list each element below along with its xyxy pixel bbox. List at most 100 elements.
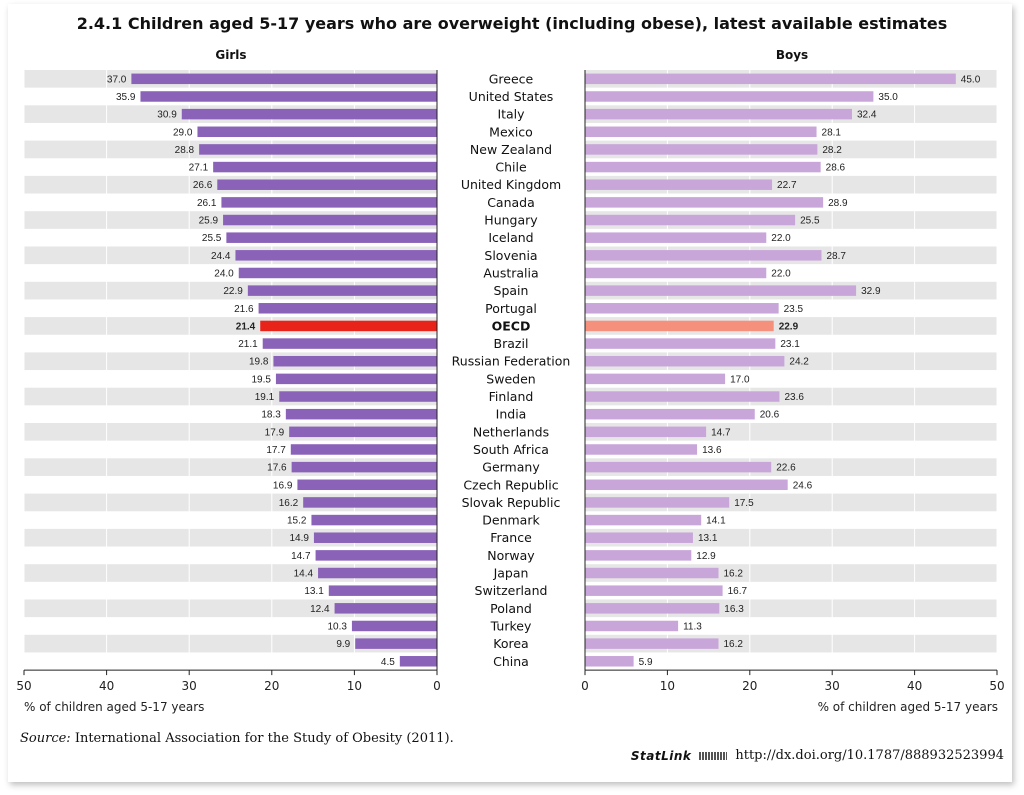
boys-bar [585,391,780,402]
girls-bar [181,108,437,120]
boys-bar [585,250,822,261]
boys-bar [585,373,726,385]
boys-data-label: 28.7 [826,251,846,262]
boys-tick-label: 20 [742,679,757,693]
girls-data-label: 9.9 [336,639,350,650]
boys-data-label: 25.5 [800,216,820,227]
boys-data-label: 23.5 [784,304,804,315]
boys-bar [585,108,852,120]
chart-title: 2.4.1 Children aged 5-17 years who are o… [76,14,948,33]
girls-data-label: 22.9 [223,286,243,297]
category-label: France [490,530,532,545]
category-label: OECD [492,318,531,333]
boys-bar [585,285,857,296]
girls-tick-label: 40 [99,679,114,693]
girls-bar [235,250,437,261]
boys-bar [585,532,693,543]
boys-bar [585,603,720,614]
statlink[interactable]: StatLink http://dx.doi.org/10.1787/88893… [631,748,1004,763]
boys-data-label: 16.2 [723,639,743,650]
boys-bar [585,267,767,279]
girls-data-label: 26.6 [193,180,213,191]
girls-data-label: 17.7 [266,445,286,456]
boys-bar [585,126,817,138]
boys-bar [585,567,719,579]
girls-bar [262,338,437,349]
girls-tick-label: 10 [347,679,362,693]
girls-data-label: 14.9 [289,533,309,544]
boys-data-label: 32.4 [857,110,877,121]
boys-bar [585,514,702,526]
girls-data-label: 26.1 [197,198,217,209]
category-label: Italy [497,107,525,122]
boys-data-label: 24.2 [789,357,809,368]
girls-bar [291,461,437,473]
category-label: Australia [483,265,538,280]
girls-bar [260,320,437,332]
statlink-url[interactable]: http://dx.doi.org/10.1787/888932523994 [735,748,1004,763]
girls-bar [315,550,437,561]
category-label: Netherlands [473,424,549,439]
boys-bar [585,355,785,367]
boys-bar [585,232,767,243]
category-label: Sweden [486,371,535,386]
boys-tick-label: 30 [825,679,840,693]
boys-data-label: 22.0 [771,233,791,244]
girls-tick-label: 0 [433,679,441,693]
girls-bar [297,479,437,491]
boys-data-label: 5.9 [639,657,653,668]
girls-tick-label: 20 [264,679,279,693]
boys-data-label: 16.2 [723,569,743,580]
boys-data-label: 28.2 [822,145,842,156]
boys-bar [585,214,796,226]
boys-data-label: 17.0 [730,374,750,385]
girls-data-label: 13.1 [304,586,324,597]
category-label: Russian Federation [452,354,571,369]
category-label: Spain [494,283,529,298]
category-label: Turkey [490,618,532,633]
girls-bar [197,126,437,138]
category-label: Finland [489,389,534,404]
boys-bar [585,638,719,649]
girls-x-axis-label: % of children aged 5-17 years [24,700,205,714]
boys-data-label: 16.7 [728,586,748,597]
category-label: Japan [493,566,529,581]
boys-data-label: 28.9 [828,198,848,209]
boys-bar [585,73,956,85]
girls-bar [318,567,437,579]
category-label: Iceland [488,230,533,245]
category-label: Germany [482,460,540,475]
girls-data-label: 17.9 [265,427,285,438]
girls-data-label: 37.0 [107,74,127,85]
girls-bar [226,232,437,243]
girls-bar [221,197,437,208]
girls-data-label: 25.9 [199,216,219,227]
source-note: Source: International Association for th… [20,731,454,746]
girls-bar [273,355,437,367]
boys-tick-label: 0 [581,679,589,693]
girls-bar [217,179,437,190]
girls-data-label: 24.0 [214,268,234,279]
girls-bar [399,656,437,667]
girls-data-label: 14.7 [291,551,311,562]
girls-data-label: 21.6 [234,304,254,315]
boys-bar [585,444,698,455]
boys-data-label: 32.9 [861,286,881,297]
category-label: Hungary [484,213,538,228]
girls-row-band [24,634,437,653]
girls-bar [311,514,437,526]
girls-data-label: 27.1 [189,163,209,174]
girls-data-label: 30.9 [157,110,177,121]
boys-data-label: 13.6 [702,445,722,456]
boys-bar [585,338,776,349]
category-label: Czech Republic [463,477,558,492]
girls-panel-title: Girls [215,48,247,62]
category-label: United States [469,89,554,104]
girls-bar [213,161,437,173]
boys-bar [585,91,874,102]
girls-bar [334,603,437,614]
girls-row-band [24,599,437,618]
girls-data-label: 28.8 [175,145,195,156]
girls-bar [223,214,437,226]
boys-x-axis-label: % of children aged 5-17 years [817,700,998,714]
